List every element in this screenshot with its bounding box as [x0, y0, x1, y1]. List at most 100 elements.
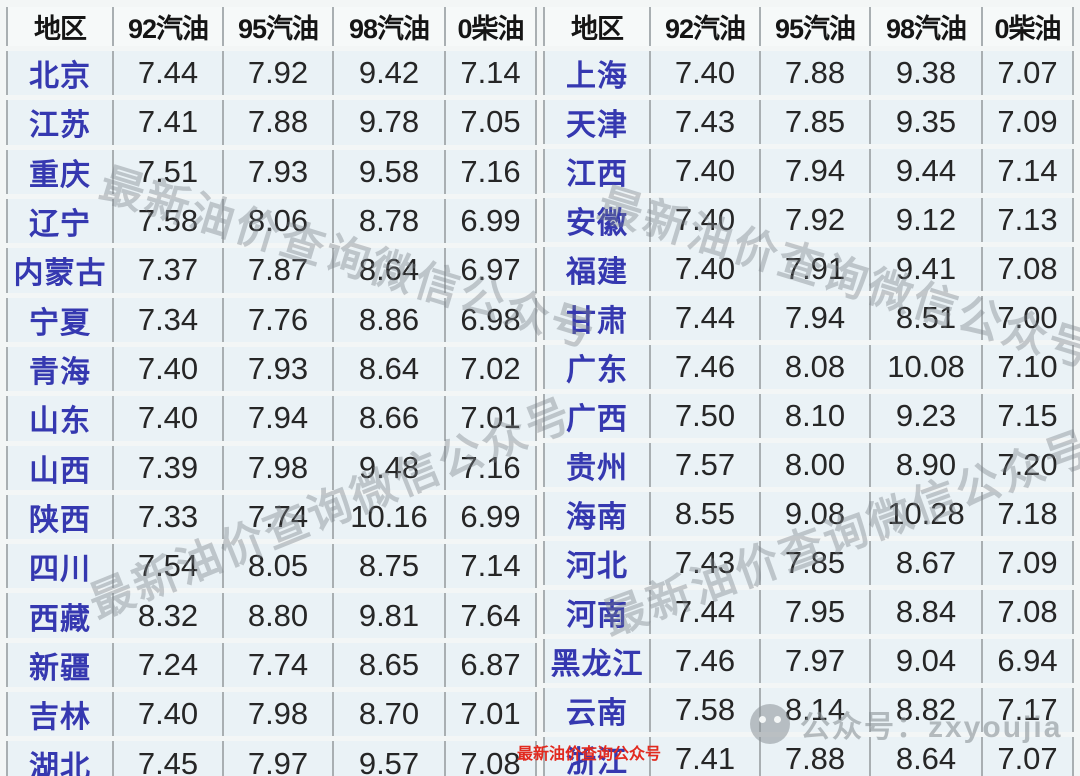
price-cell: 7.40	[651, 51, 761, 95]
price-cell: 8.65	[334, 642, 446, 688]
price-cell: 6.97	[446, 248, 537, 293]
price-cell: 9.81	[334, 593, 446, 638]
region-cell: 甘肃	[543, 296, 651, 340]
price-cell: 7.39	[114, 445, 224, 490]
price-cell: 7.44	[651, 296, 761, 340]
price-cell: 7.40	[651, 247, 761, 291]
region-cell: 宁夏	[6, 297, 114, 342]
price-cell: 7.01	[446, 396, 537, 441]
region-cell: 辽宁	[6, 198, 114, 244]
price-cell: 7.54	[114, 544, 224, 589]
price-cell: 7.00	[983, 296, 1074, 340]
region-cell: 新疆	[6, 642, 114, 688]
price-cell: 10.08	[871, 345, 983, 389]
table-row: 吉林 7.40 7.98 8.70 7.01	[6, 692, 537, 737]
table-row: 浙江 7.41 7.88 8.64 7.07	[543, 737, 1074, 776]
price-cell: 7.88	[224, 100, 334, 145]
table-row: 四川 7.54 8.05 8.75 7.14	[6, 544, 537, 589]
column-header: 0柴油	[446, 7, 537, 46]
price-cell: 7.95	[761, 590, 871, 634]
price-cell: 6.99	[446, 494, 537, 540]
table-row: 江苏 7.41 7.88 9.78 7.05	[6, 100, 537, 145]
column-header: 地区	[6, 7, 114, 46]
price-cell: 6.94	[983, 639, 1074, 683]
price-cell: 7.76	[224, 297, 334, 342]
price-cell: 7.40	[114, 396, 224, 441]
price-cell: 7.85	[761, 541, 871, 585]
price-cell: 7.58	[114, 198, 224, 244]
price-cell: 7.92	[761, 198, 871, 242]
price-cell: 7.08	[983, 590, 1074, 634]
price-cell: 9.38	[871, 51, 983, 95]
red-account-label: 最新油价查询公众号	[517, 746, 662, 763]
region-cell: 云南	[543, 688, 651, 732]
price-cell: 7.37	[114, 248, 224, 293]
region-cell: 江苏	[6, 100, 114, 145]
price-cell: 7.41	[114, 100, 224, 145]
price-cell: 7.08	[446, 741, 537, 776]
price-cell: 9.23	[871, 394, 983, 438]
price-cell: 10.28	[871, 492, 983, 536]
price-cell: 7.24	[114, 642, 224, 688]
price-cell: 7.10	[983, 345, 1074, 389]
price-cell: 7.34	[114, 297, 224, 342]
price-cell: 9.04	[871, 639, 983, 683]
price-cell: 7.14	[446, 51, 537, 96]
region-cell: 江西	[543, 149, 651, 193]
table-row: 重庆 7.51 7.93 9.58 7.16	[6, 149, 537, 194]
region-cell: 天津	[543, 100, 651, 144]
price-cell: 7.64	[446, 593, 537, 638]
price-cell: 9.78	[334, 100, 446, 145]
column-header: 98汽油	[334, 7, 446, 46]
region-cell: 黑龙江	[543, 639, 651, 683]
price-cell: 9.58	[334, 149, 446, 194]
price-cell: 7.09	[983, 541, 1074, 585]
column-header: 95汽油	[224, 7, 334, 46]
price-cell: 8.00	[761, 443, 871, 487]
price-cell: 7.46	[651, 345, 761, 389]
price-cell: 7.09	[983, 100, 1074, 144]
region-cell: 湖北	[6, 741, 114, 776]
price-cell: 7.17	[983, 688, 1074, 732]
price-cell: 7.88	[761, 737, 871, 776]
price-cell: 6.87	[446, 642, 537, 688]
table-row: 河北 7.43 7.85 8.67 7.09	[543, 541, 1074, 585]
table-row: 宁夏 7.34 7.76 8.86 6.98	[6, 297, 537, 342]
region-cell: 广东	[543, 345, 651, 389]
price-cell: 8.32	[114, 593, 224, 638]
region-cell: 河南	[543, 590, 651, 634]
price-cell: 7.15	[983, 394, 1074, 438]
price-cell: 7.08	[983, 247, 1074, 291]
table-row: 黑龙江 7.46 7.97 9.04 6.94	[543, 639, 1074, 683]
column-header: 98汽油	[871, 7, 983, 46]
table-row: 内蒙古 7.37 7.87 8.64 6.97	[6, 248, 537, 293]
price-cell: 6.99	[446, 198, 537, 244]
region-cell: 山东	[6, 396, 114, 441]
table-row: 江西 7.40 7.94 9.44 7.14	[543, 149, 1074, 193]
price-cell: 8.86	[334, 297, 446, 342]
region-cell: 重庆	[6, 149, 114, 194]
price-cell: 7.43	[651, 100, 761, 144]
price-cell: 7.40	[114, 692, 224, 737]
price-cell: 7.44	[651, 590, 761, 634]
price-cell: 7.88	[761, 51, 871, 95]
table-row: 西藏 8.32 8.80 9.81 7.64	[6, 593, 537, 638]
region-cell: 安徽	[543, 198, 651, 242]
table-row: 湖北 7.45 7.97 9.57 7.08	[6, 741, 537, 776]
header-row: 地区 92汽油 95汽油 98汽油 0柴油	[6, 7, 537, 46]
price-cell: 9.08	[761, 492, 871, 536]
price-cell: 7.74	[224, 642, 334, 688]
price-cell: 8.10	[761, 394, 871, 438]
price-cell: 6.98	[446, 297, 537, 342]
region-cell: 内蒙古	[6, 248, 114, 293]
price-cell: 8.51	[871, 296, 983, 340]
price-cell: 7.91	[761, 247, 871, 291]
column-header: 0柴油	[983, 7, 1074, 46]
region-cell: 陕西	[6, 494, 114, 540]
price-cell: 7.87	[224, 248, 334, 293]
price-cell: 7.40	[651, 149, 761, 193]
price-cell: 7.93	[224, 149, 334, 194]
price-cell: 9.35	[871, 100, 983, 144]
region-cell: 西藏	[6, 593, 114, 638]
price-cell: 8.06	[224, 198, 334, 244]
